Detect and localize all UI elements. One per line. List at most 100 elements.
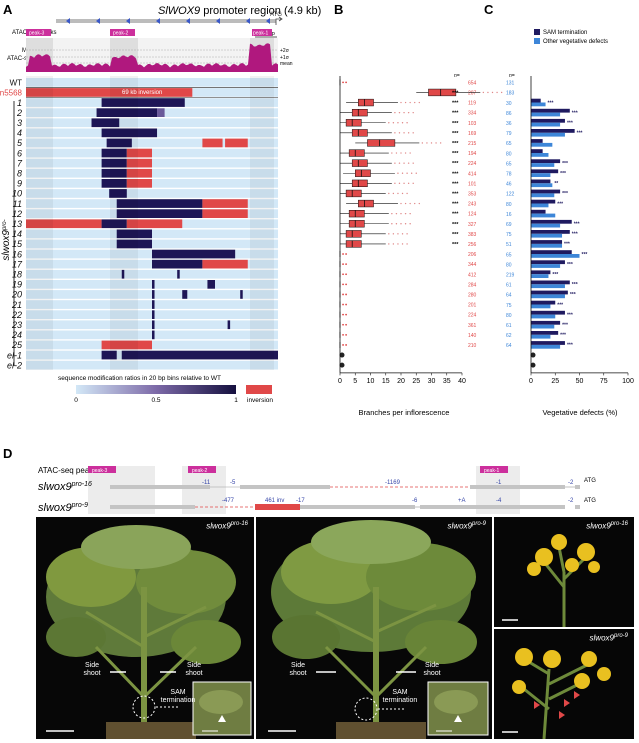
b-outlier: [391, 223, 393, 225]
b-outlier: [406, 243, 408, 245]
b-sig: ***: [452, 151, 459, 157]
inversion-label: 69 kb inversion: [122, 90, 162, 96]
d9-m17: -17: [296, 498, 305, 504]
heat-block: [240, 290, 243, 299]
d16-m5: -5: [230, 480, 236, 486]
c-bar-other: [531, 304, 551, 309]
promoter-arrow-2: [126, 18, 130, 24]
heat-block: [202, 138, 223, 148]
heat-block: [152, 330, 155, 340]
promoter-arrow-7: [266, 18, 270, 24]
c-bar-sam: [531, 169, 559, 174]
b-outlier: [435, 142, 437, 144]
c-n-count: 79: [506, 131, 512, 137]
c-n-count: 62: [506, 333, 512, 339]
d-peak-3: peak-3: [92, 468, 108, 474]
b-outlier: [404, 202, 407, 205]
heat-block: [26, 219, 102, 229]
b-outlier: [397, 243, 399, 245]
heat-block: [101, 219, 127, 229]
c-bar-other: [531, 122, 561, 127]
b-outlier: [406, 122, 408, 124]
row-label: 22: [11, 310, 22, 320]
promoter-arrow-4: [186, 18, 190, 24]
b-outlier: [400, 202, 402, 205]
b-outlier: [406, 233, 408, 235]
heat-block: [126, 148, 152, 158]
b-outlier: [412, 162, 414, 164]
photo-plant-pro16: slwox9pro-16 Side shoot Side shoot SAM t…: [36, 517, 254, 739]
b-outlier: [439, 142, 442, 144]
row-label: el-2: [7, 360, 22, 370]
b-n-count: 207: [468, 90, 477, 96]
heat-block: [225, 138, 248, 148]
d16-m1: -1: [496, 480, 502, 486]
c-bar-other: [531, 112, 561, 117]
b-outlier: [397, 122, 399, 124]
panel-c-xlabel: Vegetative defects (%): [542, 408, 618, 417]
c-sig: ***: [560, 171, 566, 177]
b-outlier: [342, 283, 344, 286]
b-box: [348, 149, 365, 157]
panel-c-n-header: n=: [509, 73, 515, 79]
c-sig: ***: [567, 262, 573, 268]
b-box: [348, 220, 365, 228]
c-bar-other: [531, 163, 555, 167]
b-outlier: [397, 192, 399, 195]
promoter-arrow-6: [246, 18, 250, 24]
row-label: 4: [17, 128, 22, 138]
c-n-count: 75: [506, 232, 512, 238]
d16-m2: -2: [568, 480, 574, 486]
c-bar-other: [531, 153, 549, 157]
heat-block: [177, 269, 180, 279]
b-outlier: [397, 172, 399, 174]
heat-block: [157, 108, 165, 117]
heat-block: [152, 259, 203, 269]
c-lethal-mark: [530, 362, 536, 368]
c-bar-other: [531, 254, 580, 258]
b-n-count: 412: [468, 272, 477, 278]
heat-block: [101, 340, 152, 350]
c-n-count: 86: [506, 111, 512, 117]
d-genotype-pro16: slwox9pro-16: [38, 481, 92, 493]
heat-block: [227, 320, 231, 330]
c-n-count: 219: [506, 272, 515, 278]
heat-block: [109, 189, 127, 198]
c-bar-sam: [531, 209, 546, 214]
row-label: 14: [12, 229, 22, 239]
photo2-genotype: slwox9pro-9: [447, 521, 486, 531]
c-n-count: 80: [506, 202, 512, 208]
b-outlier: [500, 91, 503, 94]
sigma1-label: +1σ: [280, 55, 290, 61]
photo-plant-pro9: slwox9pro-9 Side shoot Side shoot SAM te…: [256, 517, 492, 739]
row-label: 25: [11, 340, 23, 350]
row-label: 1: [17, 98, 22, 108]
b-sig: ***: [452, 181, 459, 187]
c-bar-sam: [531, 149, 543, 153]
b-outlier: [388, 122, 390, 124]
c-bar-sam: [531, 230, 570, 234]
row-label: s-n5568: [0, 89, 23, 98]
b-outlier: [404, 152, 407, 154]
c-bar-other: [531, 314, 556, 319]
b-outlier: [409, 223, 411, 225]
c-n-count: 75: [506, 303, 512, 309]
c-bar-sam: [531, 199, 556, 204]
c-n-count: 78: [506, 171, 512, 177]
c-bar-other: [531, 334, 551, 339]
c-sig: ***: [572, 232, 578, 238]
b-outlier: [345, 263, 347, 266]
b-outlier: [397, 233, 399, 235]
b-outlier: [409, 101, 411, 104]
b-outlier: [342, 263, 344, 266]
b-box: [355, 169, 371, 177]
c-n-count: 69: [506, 222, 512, 228]
coverage-track: +2σ +1σ mean: [26, 38, 293, 72]
b-tick-label: 0: [338, 378, 342, 385]
gene-name: SlWOX9: [158, 5, 200, 17]
heat-block: [202, 199, 248, 208]
heat-block: [152, 280, 155, 289]
c-bar-other: [531, 203, 549, 208]
row-label: 19: [12, 280, 22, 290]
